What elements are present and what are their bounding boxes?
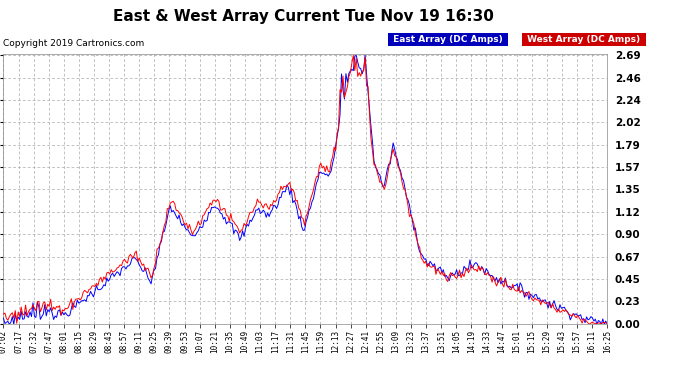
Text: East Array (DC Amps): East Array (DC Amps) [390,35,506,44]
Text: East & West Array Current Tue Nov 19 16:30: East & West Array Current Tue Nov 19 16:… [113,9,494,24]
Text: Copyright 2019 Cartronics.com: Copyright 2019 Cartronics.com [3,39,145,48]
Text: West Array (DC Amps): West Array (DC Amps) [524,35,644,44]
